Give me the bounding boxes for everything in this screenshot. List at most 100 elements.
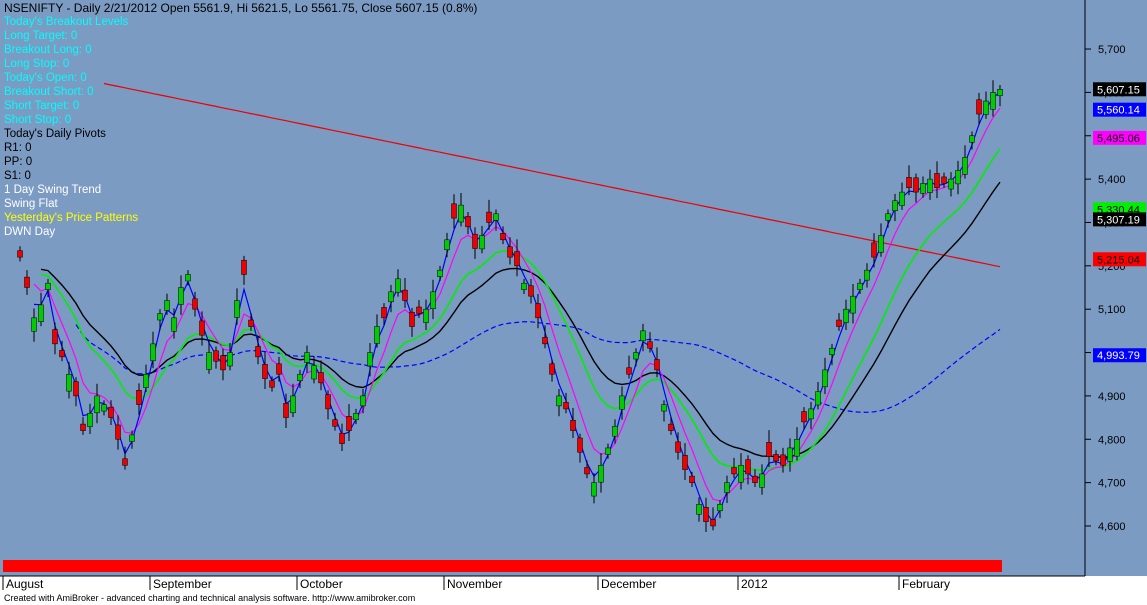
candle-body: [941, 176, 947, 184]
candle-body: [689, 475, 695, 483]
candle-body: [731, 467, 737, 475]
bottom-band: [3, 560, 1002, 572]
candle-body: [297, 373, 303, 381]
candle-body: [913, 177, 919, 193]
price-label-box: [1093, 252, 1146, 267]
candle-body: [220, 355, 226, 371]
candle-body: [94, 395, 100, 414]
candle-body: [787, 447, 793, 462]
candle-body: [843, 308, 849, 323]
candle-body: [892, 200, 898, 212]
x-axis: August September October November December 20…: [2, 576, 950, 591]
candle-body: [598, 465, 604, 483]
candle-body: [976, 99, 982, 115]
candle-body: [850, 295, 856, 314]
info-line: Yesterday's Price Patterns: [4, 212, 139, 224]
candle-body: [136, 390, 142, 405]
candle-body: [465, 216, 471, 228]
info-line: Long Target: 0: [4, 30, 78, 42]
candle-body: [374, 326, 380, 344]
candle-body: [178, 287, 184, 305]
candle-body: [318, 372, 324, 384]
candle-body: [24, 276, 30, 288]
candle-body: [997, 89, 1003, 97]
candle-body: [549, 363, 555, 375]
candle-body: [304, 352, 310, 363]
candle-body: [192, 298, 198, 310]
candle-body: [367, 352, 373, 367]
candle-body: [409, 311, 415, 327]
candle-body: [990, 92, 996, 110]
candle-body: [122, 458, 128, 466]
candle-body: [619, 395, 625, 410]
candle-body: [857, 282, 863, 290]
candle-body: [108, 406, 114, 418]
y-tick-label: 4,600: [1098, 521, 1126, 533]
candle-body: [325, 394, 331, 410]
candle-body: [234, 300, 240, 318]
info-line: R1: 0: [4, 142, 32, 154]
candle-body: [542, 337, 548, 345]
candle-body: [521, 282, 527, 290]
candle-body: [591, 482, 597, 497]
info-line: S1: 0: [4, 170, 31, 182]
x-tick-label: December: [601, 577, 656, 591]
price-label: 5,607.15: [1097, 84, 1140, 96]
info-line: 1 Day Swing Trend: [4, 184, 102, 196]
candle-body: [87, 412, 93, 427]
candle-body: [864, 269, 870, 281]
candle-body: [185, 274, 191, 282]
candle-body: [80, 423, 86, 431]
candle-body: [444, 239, 450, 251]
price-label-box: [1093, 348, 1146, 363]
candle-body: [955, 170, 961, 185]
candle-body: [353, 412, 359, 421]
candle-body: [836, 319, 842, 327]
info-line: Long Stop: 0: [4, 58, 70, 70]
candle-body: [199, 320, 205, 336]
candle-body: [416, 306, 422, 314]
candle-body: [332, 419, 338, 427]
info-line: Short Stop: 0: [4, 114, 72, 126]
candle-body: [430, 291, 436, 310]
y-tick-label: 5,100: [1098, 304, 1126, 316]
candle-body: [556, 395, 562, 407]
price-label: 5,495.06: [1097, 133, 1140, 145]
candle-body: [934, 173, 940, 189]
price-label: 5,215.04: [1097, 254, 1140, 266]
candle-body: [248, 319, 254, 327]
candle-body: [717, 504, 723, 512]
candle-body: [38, 304, 44, 323]
candle-body: [752, 475, 758, 483]
candle-body: [52, 329, 58, 345]
candle-body: [514, 251, 520, 267]
candle-body: [948, 178, 954, 190]
candle-body: [493, 213, 499, 221]
candle-body: [766, 442, 772, 457]
candle-body: [507, 246, 513, 258]
candle-body: [290, 395, 296, 414]
candle-body: [535, 303, 541, 319]
price-labels: 5,607.155,560.145,495.065,330.445,307.19…: [1093, 82, 1146, 363]
candle-body: [815, 391, 821, 406]
y-tick-label: 4,900: [1098, 391, 1126, 403]
candle-body: [878, 235, 884, 253]
footer-credit: Created with AmiBroker - advanced charti…: [4, 593, 416, 603]
y-tick-label: 5,700: [1098, 44, 1126, 56]
candle-body: [339, 432, 345, 444]
candle-body: [808, 408, 814, 420]
candle-body: [346, 416, 352, 431]
info-line: Breakout Short: 0: [4, 86, 94, 98]
candle-body: [241, 259, 247, 275]
candle-body: [675, 441, 681, 453]
info-line: Today's Open: 0: [4, 72, 87, 84]
candle-body: [682, 455, 688, 470]
candles: [17, 80, 1003, 533]
candle-body: [451, 203, 457, 219]
candle-body: [612, 426, 618, 437]
price-label-box: [1093, 212, 1146, 227]
candle-body: [969, 135, 975, 143]
candle-body: [584, 467, 590, 475]
